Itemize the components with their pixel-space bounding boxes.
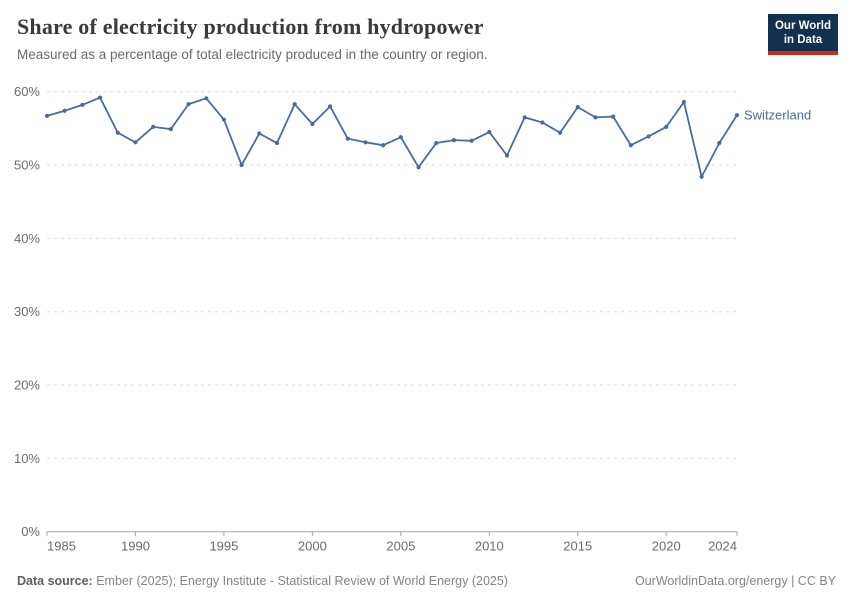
data-point[interactable] [734, 113, 740, 118]
data-point[interactable] [451, 138, 457, 143]
x-tick-label: 2020 [652, 539, 681, 554]
x-tick-label: 2015 [563, 539, 592, 554]
data-point[interactable] [62, 108, 67, 113]
x-tick-label: 2005 [386, 539, 415, 554]
y-tick-label: 40% [14, 231, 40, 246]
data-point[interactable] [292, 102, 297, 107]
data-point[interactable] [628, 143, 633, 148]
data-point[interactable] [487, 129, 492, 135]
data-point[interactable] [257, 131, 262, 136]
data-point[interactable] [557, 130, 563, 135]
y-tick-label: 50% [14, 158, 40, 173]
owid-logo: Our World in Data [768, 14, 838, 55]
data-point[interactable] [345, 136, 350, 141]
data-source-label: Data source: [17, 574, 93, 588]
data-point[interactable] [151, 124, 156, 129]
owid-logo-line1: Our World [774, 20, 831, 32]
data-source: Data source: Ember (2025); Energy Instit… [17, 574, 508, 588]
data-point[interactable] [310, 121, 315, 127]
data-point[interactable] [327, 104, 333, 109]
data-point[interactable] [168, 127, 173, 132]
data-point[interactable] [611, 114, 616, 119]
y-tick-label: 0% [21, 524, 40, 539]
data-point[interactable] [274, 140, 280, 146]
y-tick-label: 60% [14, 84, 40, 99]
data-point[interactable] [80, 102, 85, 107]
chart-footer: Data source: Ember (2025); Energy Instit… [17, 574, 836, 588]
x-tick-label: 2024 [708, 539, 737, 554]
x-tick-label: 1990 [121, 539, 150, 554]
data-point[interactable] [97, 95, 103, 100]
data-point[interactable] [593, 115, 598, 120]
data-point[interactable] [186, 102, 191, 107]
data-source-text: Ember (2025); Energy Institute - Statist… [92, 574, 508, 588]
data-point[interactable] [699, 174, 704, 179]
data-point[interactable] [646, 134, 651, 139]
data-line [46, 96, 738, 178]
chart-title: Share of electricity production from hyd… [17, 14, 484, 39]
x-tick-label: 1995 [209, 539, 238, 554]
series-label: Switzerland [744, 108, 811, 123]
data-point[interactable] [239, 162, 244, 168]
data-point[interactable] [204, 96, 209, 101]
y-tick-label: 30% [14, 304, 40, 319]
data-point[interactable] [115, 130, 120, 135]
data-point[interactable] [133, 140, 138, 145]
data-point[interactable] [416, 165, 421, 170]
owid-credit-link[interactable]: OurWorldinData.org/energy | CC BY [634, 574, 836, 588]
line-chart: 0% 10% 20% 30% 40% 50% 60% 1985 1990 1995 2000 2005… [14, 84, 811, 554]
owid-logo-line2: in Data [783, 34, 823, 46]
y-tick-label: 10% [14, 451, 40, 466]
chart-header: Share of electricity production from hyd… [17, 14, 838, 62]
data-point[interactable] [469, 138, 474, 143]
data-point[interactable] [504, 153, 510, 158]
x-tick-label: 1985 [47, 539, 76, 554]
data-point[interactable] [540, 120, 545, 125]
data-point[interactable] [221, 117, 227, 122]
x-tick-label: 2010 [475, 539, 504, 554]
x-tick-label: 2000 [298, 539, 327, 554]
data-point[interactable] [44, 113, 50, 118]
data-point[interactable] [381, 143, 386, 148]
data-point[interactable] [575, 105, 580, 110]
data-point[interactable] [363, 140, 368, 145]
data-point[interactable] [681, 99, 687, 105]
data-point[interactable] [398, 135, 403, 140]
chart-titles: Share of electricity production from hyd… [17, 14, 488, 62]
y-tick-label: 20% [14, 378, 40, 393]
chart-subtitle: Measured as a percentage of total electr… [17, 47, 488, 62]
data-point[interactable] [717, 140, 722, 146]
data-point[interactable] [522, 115, 527, 120]
data-point[interactable] [664, 124, 669, 129]
data-point[interactable] [434, 140, 439, 146]
